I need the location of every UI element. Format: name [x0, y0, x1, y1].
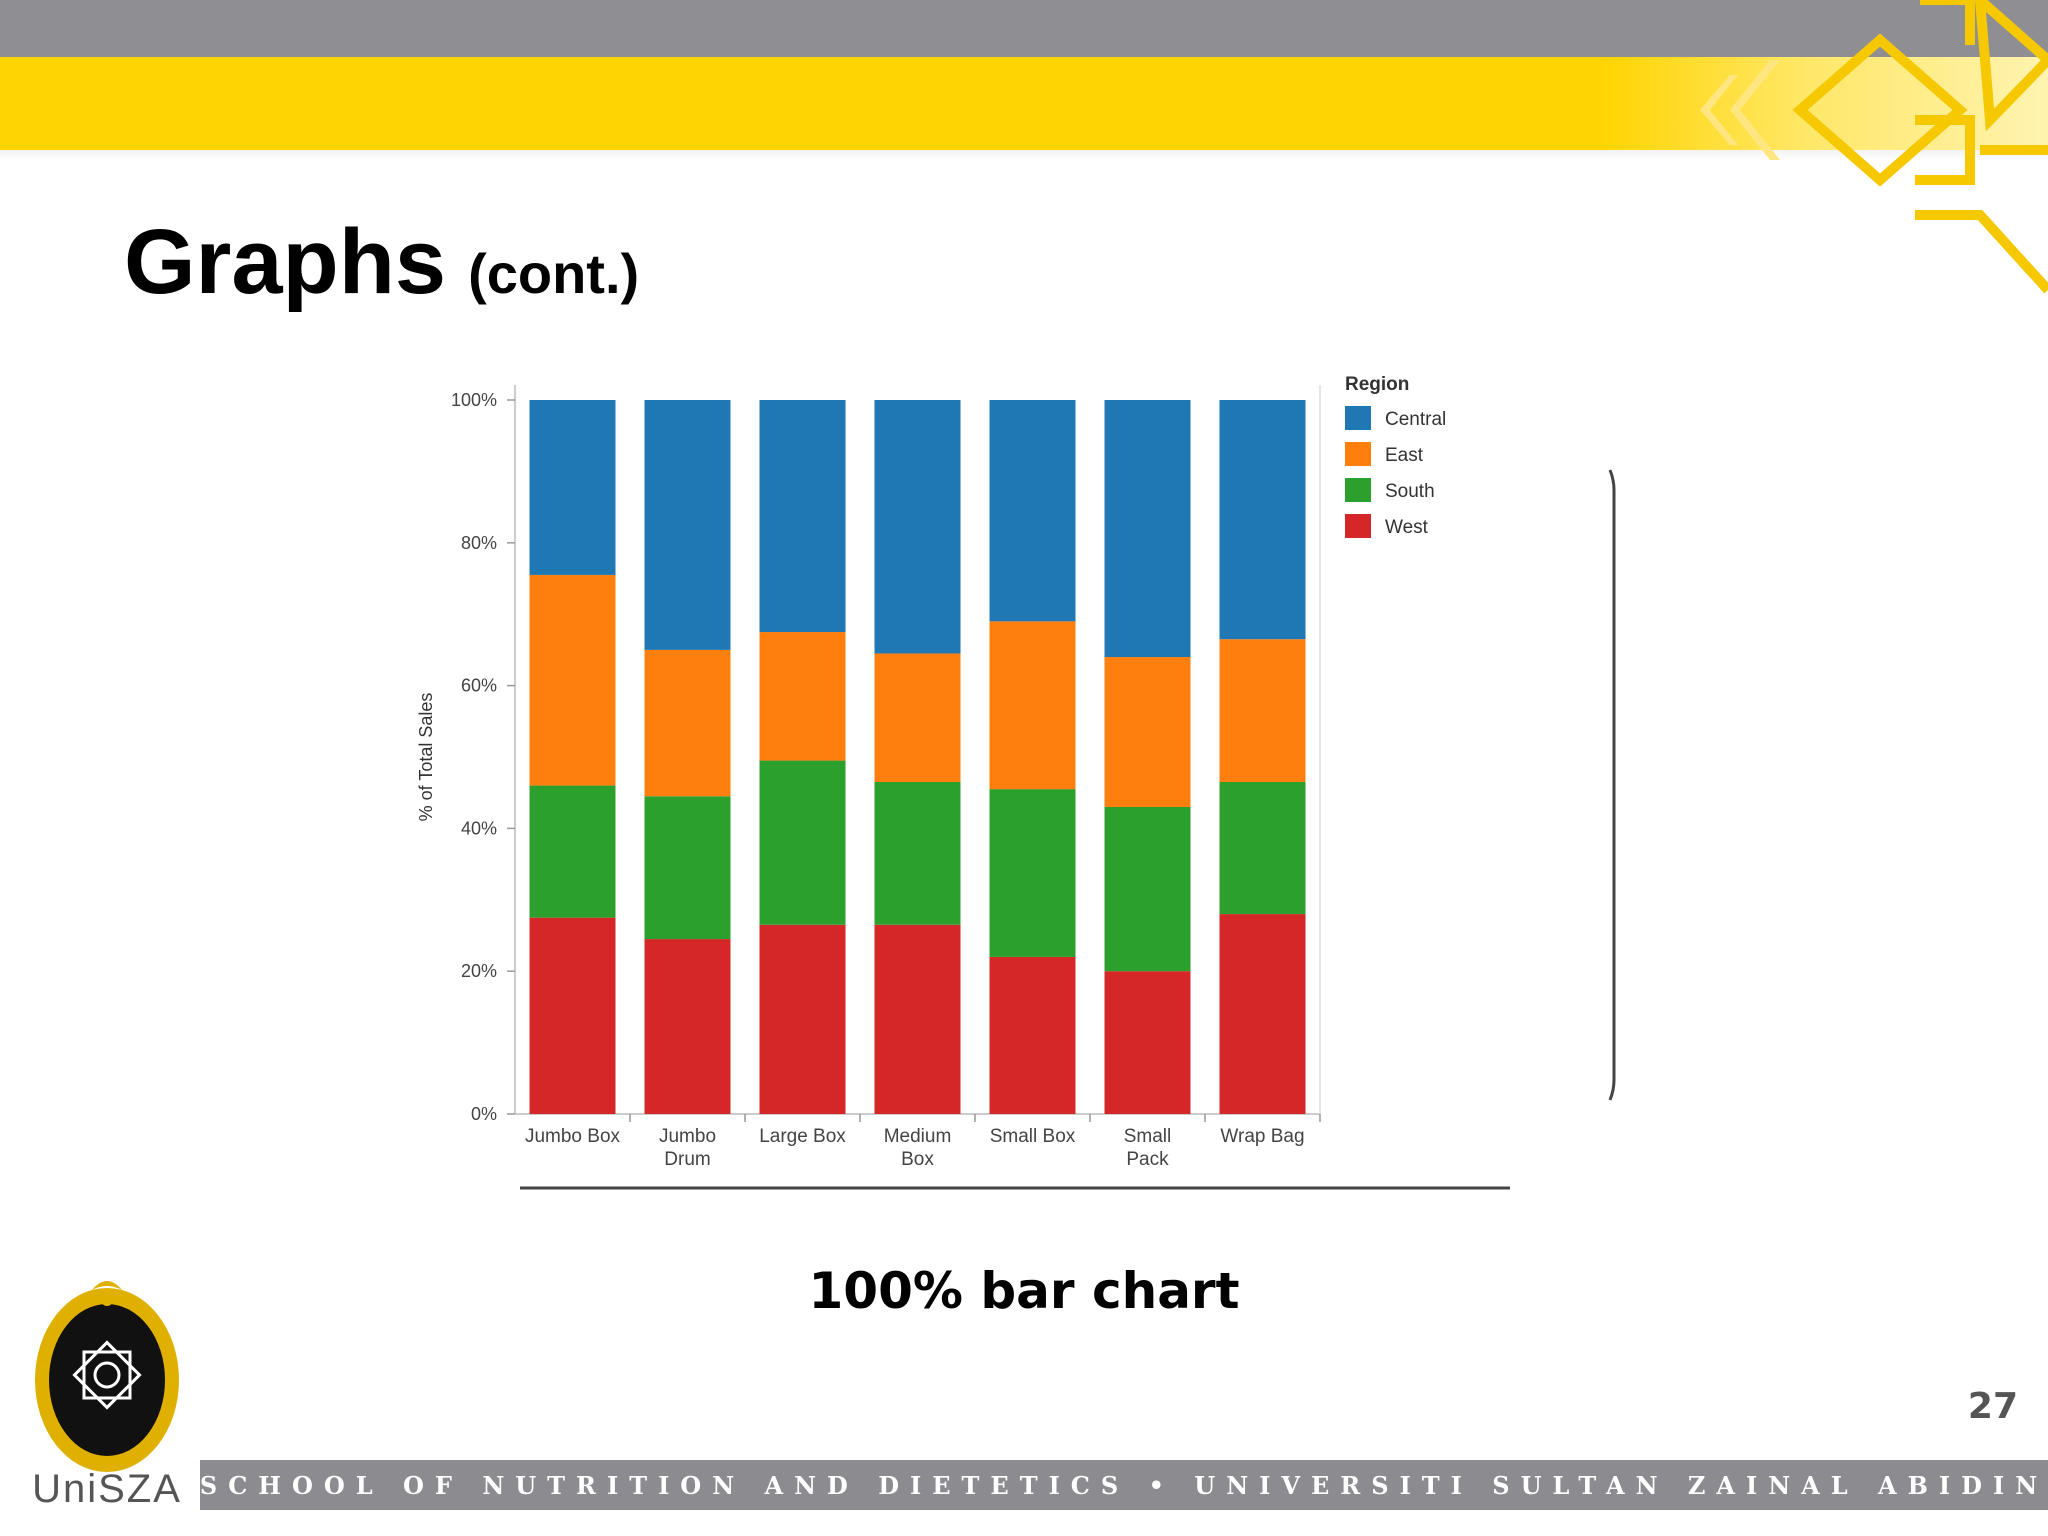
y-tick-label: 100% — [451, 390, 497, 410]
bar-south — [874, 781, 961, 925]
bar-west — [1104, 971, 1191, 1114]
frame-right-edge — [1608, 469, 1616, 1101]
x-tick-label: Small Box — [990, 1126, 1076, 1147]
legend-swatch-west — [1345, 514, 1371, 538]
bar-central — [529, 400, 616, 575]
bar-central — [1104, 400, 1191, 658]
bar-central — [874, 400, 961, 654]
header-gray-band — [0, 0, 2048, 57]
x-tick-label: Jumbo — [659, 1126, 716, 1147]
bar-east — [989, 621, 1076, 790]
legend-title: Region — [1345, 374, 1409, 395]
university-logo: UniSZA — [32, 1281, 182, 1510]
y-tick-label: 60% — [461, 676, 497, 696]
legend-label-east: East — [1385, 445, 1424, 466]
decorative-pattern — [1700, 0, 2048, 294]
y-tick-label: 40% — [461, 818, 497, 838]
bar-south — [1219, 781, 1306, 915]
legend-swatch-east — [1345, 442, 1371, 466]
x-tick-label: Wrap Bag — [1220, 1126, 1304, 1147]
bar-east — [1219, 639, 1306, 782]
bar-central — [1219, 400, 1306, 640]
bar-west — [874, 924, 961, 1114]
bar-west — [529, 917, 616, 1114]
bar-west — [644, 939, 731, 1114]
x-tick-label: Jumbo Box — [525, 1126, 621, 1147]
bar-west — [1219, 914, 1306, 1114]
bar-east — [529, 574, 616, 786]
legend-label-central: Central — [1385, 409, 1446, 430]
bar-west — [759, 924, 846, 1114]
x-tick-label: Medium — [884, 1126, 952, 1147]
chart-caption: 100% bar chart — [808, 1262, 1240, 1320]
slide-title-suffix: (cont.) — [468, 242, 640, 305]
x-tick-label: Pack — [1126, 1149, 1169, 1170]
legend-swatch-south — [1345, 478, 1371, 502]
x-tick-label: Small — [1124, 1126, 1172, 1147]
bar-east — [1104, 657, 1191, 807]
slide-title-main: Graphs — [124, 211, 447, 313]
bar-south — [529, 785, 616, 918]
bar-south — [759, 760, 846, 925]
bar-east — [759, 632, 846, 761]
bar-east — [644, 649, 731, 797]
bar-south — [1104, 806, 1191, 972]
bar-west — [989, 956, 1076, 1114]
chart-container: 0% 20% 40% 60% 80% 100% % of Total Sales Jumbo … — [400, 360, 1630, 1190]
header-shadow — [0, 150, 2048, 160]
legend-label-south: South — [1385, 481, 1435, 502]
y-tick-label: 0% — [471, 1104, 497, 1124]
slide-title: Graphs (cont.) — [124, 210, 639, 315]
bar-east — [874, 653, 961, 782]
bar-central — [759, 400, 846, 633]
logo-text: UniSZA — [32, 1467, 182, 1510]
bar-south — [989, 789, 1076, 957]
bar-south — [644, 796, 731, 940]
y-axis-label: % of Total Sales — [416, 693, 436, 822]
page-number: 27 — [1967, 1386, 2018, 1427]
bar-central — [644, 400, 731, 650]
footer-bar: SCHOOL OF NUTRITION AND DIETETICS • UNIV… — [200, 1460, 2048, 1510]
x-tick-label: Box — [901, 1149, 934, 1170]
x-tick-label: Large Box — [759, 1126, 846, 1147]
y-tick-label: 80% — [461, 533, 497, 553]
y-tick-label: 20% — [461, 961, 497, 981]
footer-text: SCHOOL OF NUTRITION AND DIETETICS • UNIV… — [199, 1470, 2048, 1500]
bar-central — [989, 400, 1076, 622]
x-tick-label: Drum — [664, 1149, 710, 1170]
legend-label-west: West — [1385, 517, 1429, 538]
legend-swatch-central — [1345, 406, 1371, 430]
stacked-bar-chart: 0% 20% 40% 60% 80% 100% % of Total Sales Jumbo … — [416, 374, 1616, 1190]
